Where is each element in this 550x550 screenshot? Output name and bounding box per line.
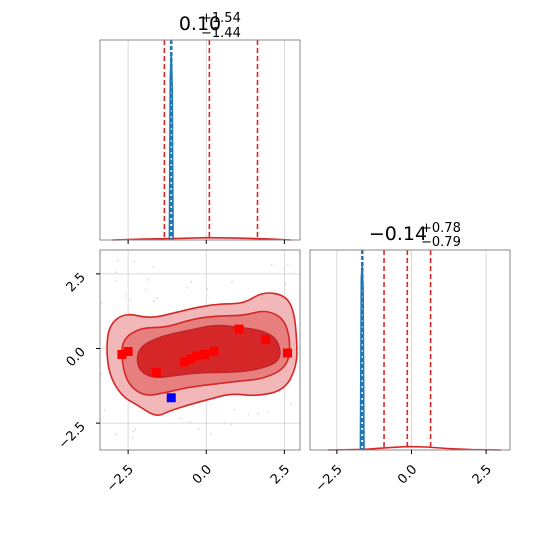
sample-dot — [132, 430, 135, 433]
sample-dot — [270, 263, 273, 266]
panel-title: 0.10 — [179, 13, 221, 35]
sample-dot — [133, 260, 135, 263]
x-tick-label: 2.5 — [470, 462, 495, 487]
title-value: −0.14 — [369, 223, 427, 245]
sample-dot — [179, 417, 182, 420]
sample-dot — [223, 421, 226, 424]
sample-dot — [206, 288, 209, 291]
x-tick-label: 0.0 — [395, 462, 420, 487]
x-ticks — [127, 240, 285, 244]
sample-dot — [134, 428, 137, 430]
sample-dot — [257, 412, 260, 415]
sample-dot — [115, 271, 117, 274]
x-tick-label: −2.5 — [313, 462, 346, 495]
sample-dot — [132, 436, 134, 439]
red-square-marker — [283, 348, 292, 358]
red-square-marker — [179, 357, 189, 367]
panel-top-left: 0.10 +1.54 −1.44 — [99, 11, 301, 244]
sample-dot — [231, 281, 233, 284]
red-square-marker — [261, 335, 271, 345]
sample-dot — [197, 427, 200, 430]
red-square-marker — [117, 349, 127, 359]
grid — [336, 250, 487, 450]
title-value: 0.10 — [179, 13, 221, 35]
x-tick-label: 0.0 — [190, 462, 215, 487]
axes-frame — [309, 249, 511, 451]
red-square-marker — [151, 367, 161, 377]
sample-dot — [114, 279, 117, 282]
axes-frame — [99, 249, 301, 451]
histogram-blue — [168, 53, 174, 241]
panel-bottom-right: −2.5 0.0 2.5 −0.14 +0.78 −0.79 — [309, 221, 511, 495]
x-ticks: −2.5 0.0 2.5 — [313, 450, 495, 495]
x-tick-label: −2.5 — [104, 462, 137, 495]
sample-dot — [233, 408, 236, 411]
sample-dot — [100, 301, 103, 304]
panel-joint-contour: −2.5 0.0 2.5 2.5 0.0 −2.5 — [56, 249, 301, 495]
sample-dot — [100, 372, 103, 375]
series-lines — [327, 250, 502, 451]
histogram-red — [327, 445, 502, 451]
sample-dot — [210, 432, 212, 435]
y-tick-label: 0.0 — [64, 345, 89, 370]
sample-dot — [129, 298, 132, 301]
sample-markers — [117, 324, 292, 403]
sample-dot — [190, 280, 193, 283]
sample-dot — [155, 297, 158, 300]
title-upper-error: +0.78 — [421, 221, 461, 236]
title-lower-error: −1.44 — [201, 26, 241, 41]
axes-frame — [99, 39, 301, 241]
histogram-red — [112, 236, 291, 241]
x-tick-label: 2.5 — [268, 462, 293, 487]
y-tick-label: 2.5 — [64, 270, 89, 295]
red-square-marker — [186, 354, 196, 364]
sample-dot — [103, 409, 106, 412]
sample-dot — [247, 413, 250, 416]
sample-dot — [286, 263, 289, 266]
sample-dot — [116, 259, 119, 262]
red-square-marker — [192, 351, 202, 361]
title-upper-error: +1.54 — [201, 11, 241, 26]
sample-dot — [145, 288, 147, 291]
blue-square-marker — [166, 393, 176, 403]
red-square-marker — [209, 346, 219, 356]
sample-dot — [146, 278, 149, 281]
sample-dot — [284, 283, 287, 285]
title-lower-error: −0.79 — [421, 235, 461, 250]
sample-dot — [186, 286, 189, 289]
sample-dot — [152, 265, 155, 268]
y-tick-label: −2.5 — [56, 419, 89, 452]
panel-title: −0.14 — [369, 223, 427, 245]
series-lines — [112, 40, 291, 241]
red-square-marker — [200, 349, 210, 359]
sample-dot — [124, 295, 126, 297]
grid — [127, 40, 285, 240]
sample-dot — [230, 423, 233, 426]
red-square-marker — [234, 324, 244, 334]
sample-dot — [267, 411, 270, 413]
sample-dot — [290, 403, 293, 406]
sample-dot — [115, 433, 118, 436]
red-square-marker — [123, 346, 133, 356]
sample-dot — [153, 299, 155, 302]
sample-dot — [189, 421, 191, 423]
